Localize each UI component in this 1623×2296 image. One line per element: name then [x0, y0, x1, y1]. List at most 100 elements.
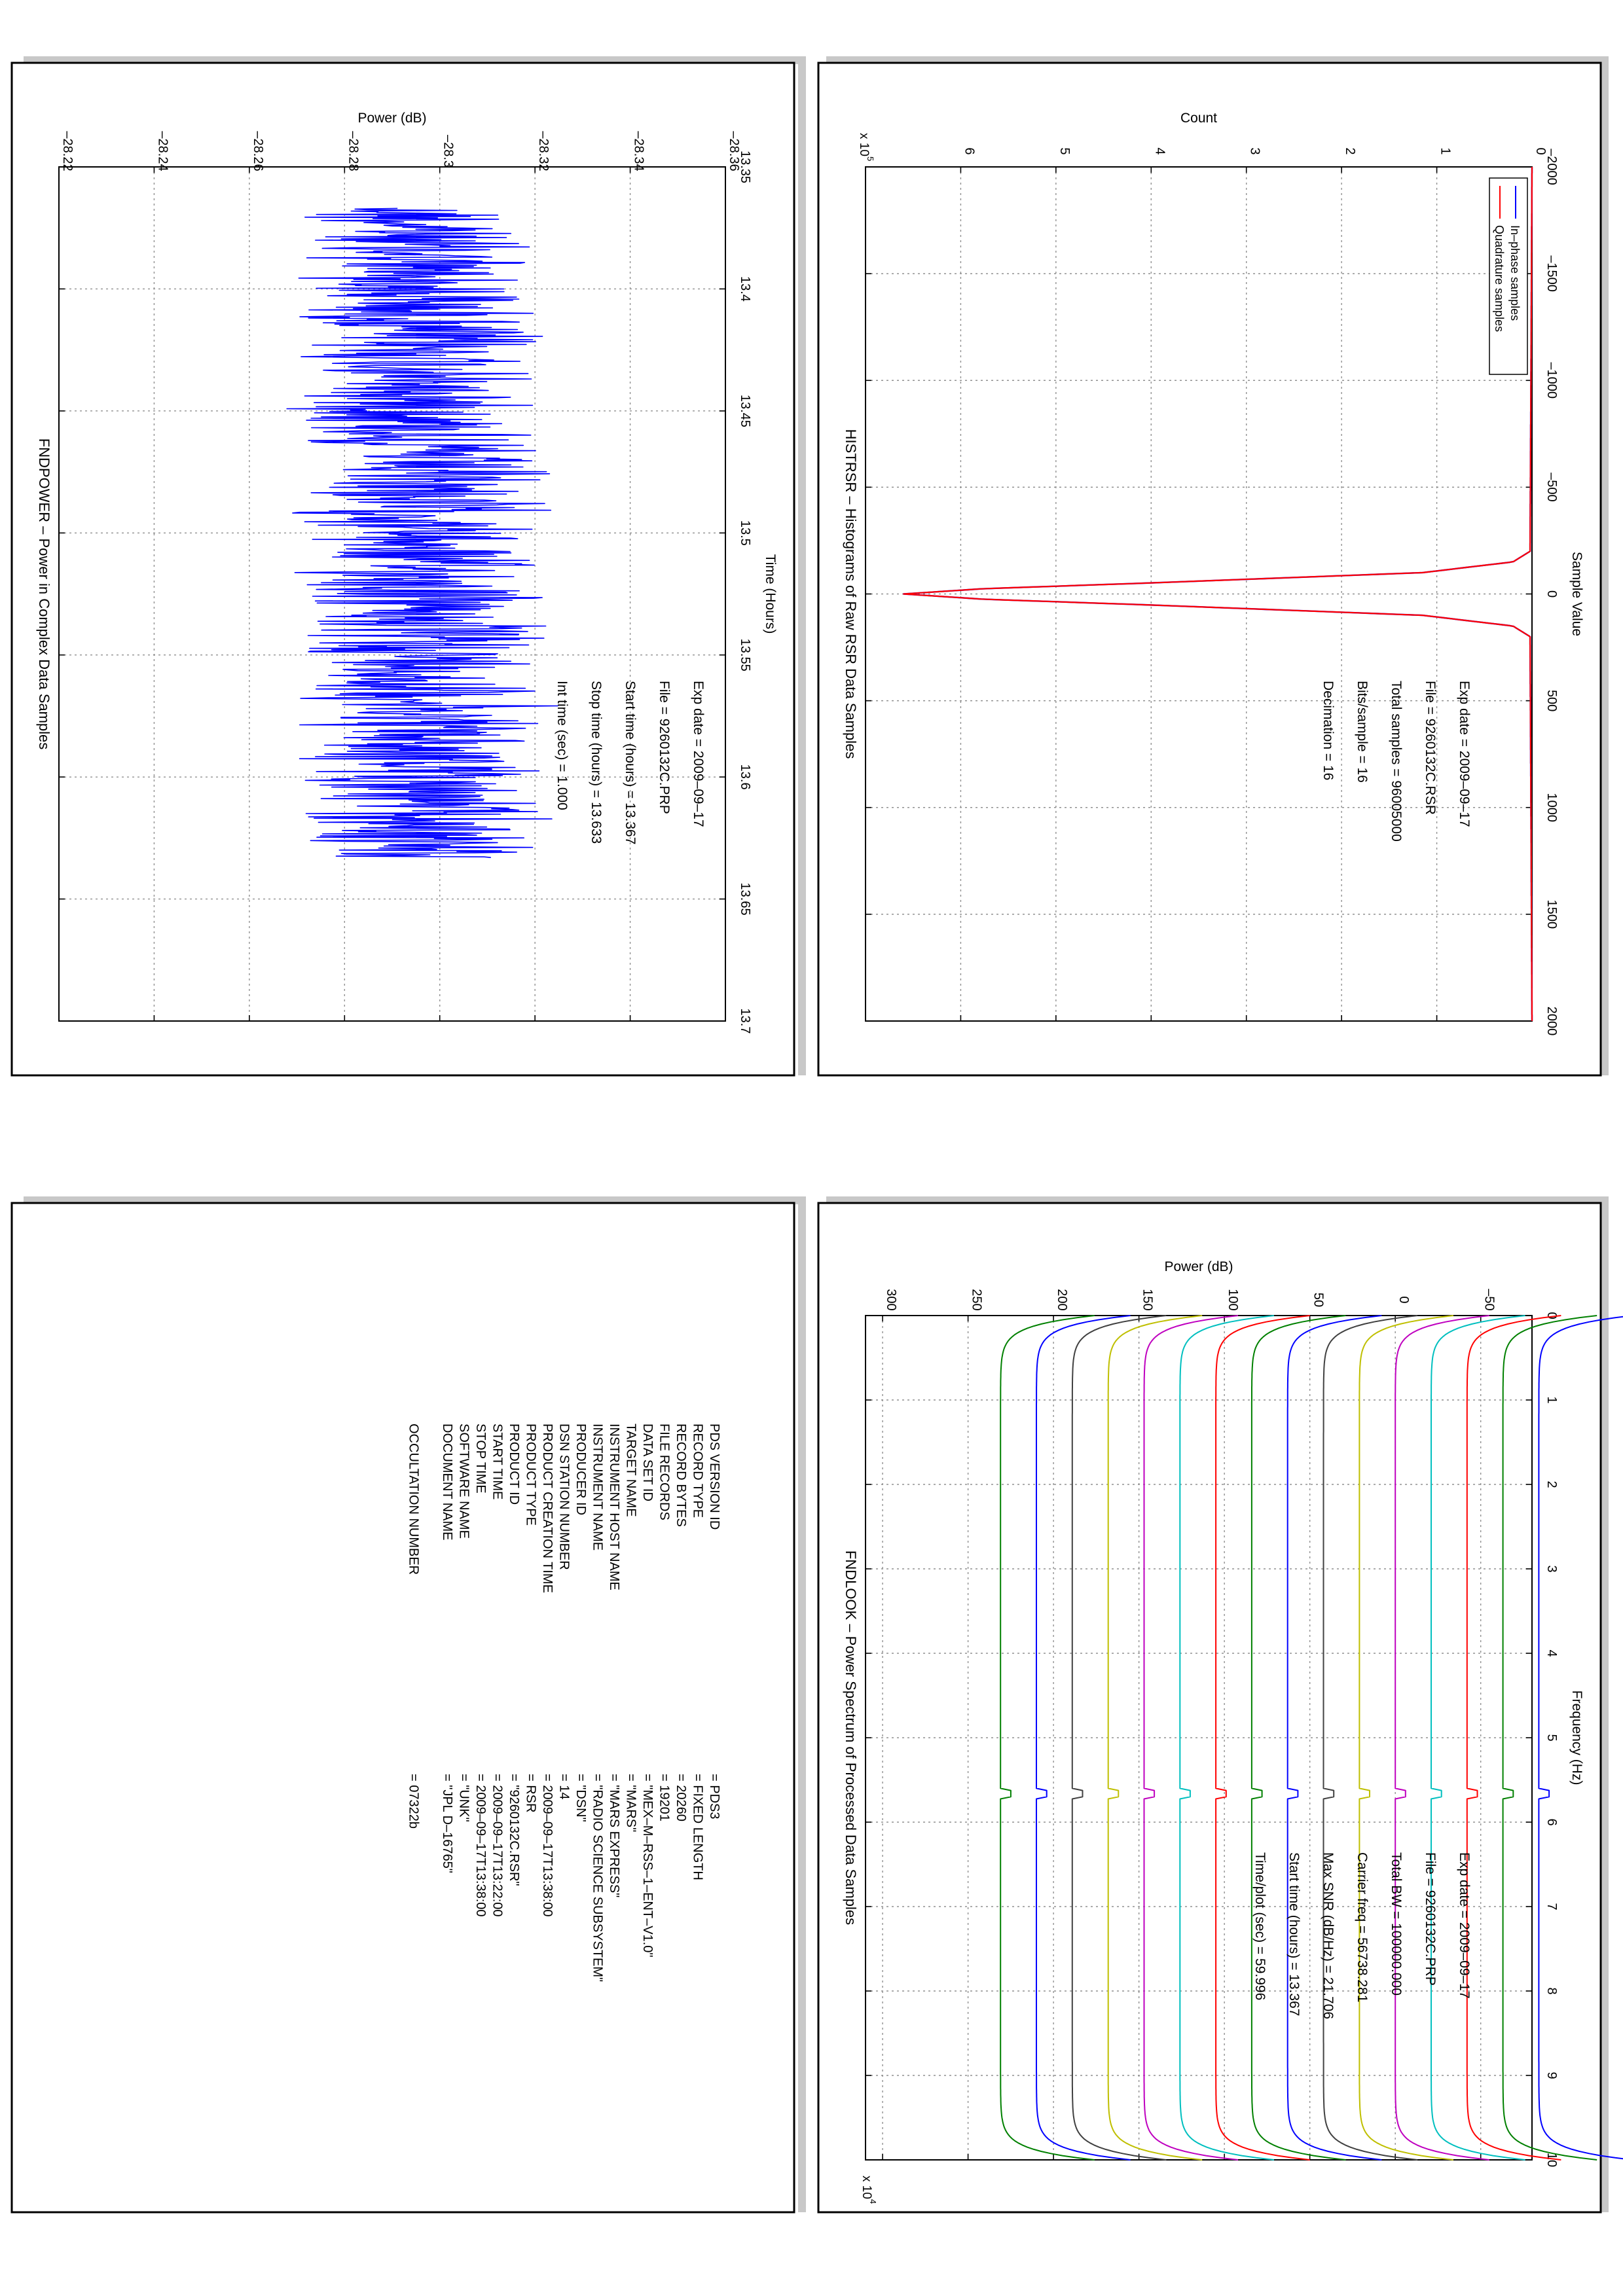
hist-ytick-label: 1: [1438, 147, 1453, 154]
spectrum-series-line: [1286, 1315, 1382, 2161]
spectrum-info-line: Total BW = 100000.000: [1389, 1852, 1404, 1996]
spectrum-series-line: [1143, 1315, 1239, 2161]
power-ytick-label: –28.36: [727, 131, 741, 171]
spectrum-series-line: [1215, 1315, 1310, 2161]
power-ytick-label: –28.26: [251, 131, 265, 171]
hist-y-multiplier-exp: 5: [866, 156, 875, 161]
pds-label-key: PRODUCT TYPE: [524, 1424, 538, 1526]
spectrum-title: FNDLOOK – Power Spectrum of Processed Da…: [843, 1551, 859, 1925]
power-xtick-label: 13.4: [738, 276, 752, 302]
hist-y-multiplier: x 10: [857, 133, 871, 156]
pds-label-key: DATA SET ID: [640, 1424, 655, 1501]
spectrum-series-line: [1322, 1315, 1418, 2161]
hist-ytick-label: 3: [1248, 147, 1262, 154]
spectrum-ytick-label: –50: [1482, 1289, 1497, 1310]
pds-label-key: STOP TIME: [473, 1424, 488, 1494]
hist-legend-label: Quadrature samples: [1493, 225, 1506, 332]
hist-xtick-label: –1500: [1544, 255, 1559, 292]
pds-label-value: = "RADIO SCIENCE SUBSYSTEM": [591, 1774, 605, 1982]
power-info-line: Start time (hours) = 13.367: [623, 681, 638, 844]
hist-y-axis-label: Count: [1180, 111, 1217, 126]
power-ytick-label: –28.32: [536, 131, 551, 171]
spectrum-info-line: Max SNR (dB/Hz) = 21.706: [1321, 1852, 1336, 2019]
spectrum-ytick-label: 300: [884, 1289, 898, 1310]
pds-label-key: PRODUCT CREATION TIME: [540, 1424, 555, 1593]
pds-label-value: = "DSN": [574, 1774, 588, 1822]
hist-ytick-label: 2: [1343, 147, 1357, 154]
pds-label-value: = "UNK": [457, 1774, 471, 1822]
power-y-axis-label: Power (dB): [357, 111, 426, 126]
spectrum-series-line: [1431, 1315, 1525, 2161]
spectrum-xtick-label: 7: [1544, 1903, 1559, 1910]
pds-label-value: = PDS3: [707, 1774, 721, 1819]
power-title: FNDPOWER – Power in Complex Data Samples: [36, 439, 52, 750]
pds-label-value: = "MARS": [624, 1774, 638, 1832]
pds-label-key: START TIME: [490, 1424, 505, 1499]
hist-xtick-label: 0: [1544, 590, 1559, 598]
spectrum-x-axis-label: Frequency (Hz): [1569, 1691, 1584, 1785]
spectrum-series-line: [1036, 1315, 1131, 2161]
pds-label-key: PRODUCER ID: [574, 1424, 588, 1515]
power-xtick-label: 13.55: [738, 639, 752, 672]
hist-legend-box: [1489, 177, 1528, 375]
pds-label-key: OCCULTATION NUMBER: [407, 1424, 421, 1575]
spectrum-xtick-label: 9: [1544, 2072, 1559, 2079]
hist-title: HISTRSR – Histograms of Raw RSR Data Sam…: [843, 429, 859, 759]
hist-ytick-label: 5: [1057, 147, 1072, 154]
pds-label-value: = FIXED LENGTH: [691, 1774, 705, 1880]
spectrum-panel-shadow-side: [1601, 1196, 1609, 2212]
pds-label-key: PRODUCT ID: [507, 1424, 521, 1505]
spectrum-series-line: [1071, 1315, 1167, 2161]
pds-label-key: DSN STATION NUMBER: [557, 1424, 572, 1570]
hist-info-line: Bits/sample = 16: [1355, 681, 1370, 783]
spectrum-series-line: [1395, 1315, 1489, 2161]
spectrum-xtick-label: 0: [1544, 1312, 1559, 1319]
pds-label-value: = 2009–09–17T13:38:00: [473, 1774, 488, 1917]
power-ytick-label: –28.22: [60, 131, 75, 171]
hist-xtick-label: –1000: [1544, 362, 1559, 399]
power-x-axis-label: Time (Hours): [763, 554, 778, 634]
power-ytick-label: –28.28: [346, 131, 360, 171]
pds-label-key: SOFTWARE NAME: [457, 1424, 471, 1539]
hist-x-axis-label: Sample Value: [1569, 552, 1584, 636]
spectrum-xtick-label: 1: [1544, 1396, 1559, 1403]
pds-label-key: INSTRUMENT HOST NAME: [607, 1424, 621, 1590]
hist-axes-box: [865, 166, 1533, 1022]
hist-xtick-label: –500: [1544, 473, 1559, 502]
hist-xtick-label: –2000: [1544, 149, 1559, 185]
pds-label-value: = "MEX–M–RSS–1–ENT–V1.0": [640, 1774, 655, 1957]
pds-label-value: = 07322b: [407, 1774, 421, 1829]
pds-label-key: DOCUMENT NAME: [440, 1424, 454, 1541]
spectrum-xtick-label: 6: [1544, 1818, 1559, 1825]
hist-xtick-label: 500: [1544, 690, 1559, 711]
pds-label-key: INSTRUMENT NAME: [591, 1424, 605, 1551]
power-xtick-label: 13.7: [738, 1009, 752, 1034]
histogram-chart: –2000 –1500 –1000 –500 0 500 1000 1500 2000 0 1 2 3 4…: [843, 111, 1584, 1035]
hist-series-line: [903, 167, 1533, 1021]
power-panel-shadow-side: [798, 56, 806, 1075]
pds-label-key: PDS VERSION ID: [707, 1424, 721, 1530]
hist-xtick-label: 2000: [1544, 1007, 1559, 1036]
spectrum-xtick-label: 4: [1544, 1649, 1559, 1657]
spectrum-xtick-label: 2: [1544, 1480, 1559, 1488]
pds-label-key: RECORD BYTES: [674, 1424, 688, 1527]
hist-xtick-label: 1000: [1544, 793, 1559, 823]
spectrum-info-line: Exp date = 2009–09–17: [1457, 1852, 1472, 1999]
hist-info-line: Decimation = 16: [1321, 681, 1336, 780]
hist-xtick-label: 1500: [1544, 900, 1559, 929]
spectrum-series-line: [1107, 1315, 1203, 2161]
power-axes-box: [58, 166, 726, 1022]
power-chart: 13.35 13.4 13.45 13.5 13.55 13.6 13.65 13.7 –28.…: [36, 111, 778, 1033]
spectrum-info-line: Carrier freq = 56738.281: [1355, 1852, 1370, 2002]
histogram-panel-shadow-side: [1601, 56, 1609, 1075]
power-xtick-label: 13.5: [738, 520, 752, 546]
spectrum-ytick-label: 0: [1396, 1296, 1411, 1303]
label-panel-frame: [10, 1202, 795, 2214]
label-panel-shadow-side: [798, 1196, 806, 2212]
spectrum-x-multiplier: x 10: [860, 2176, 873, 2199]
power-xtick-label: 13.65: [738, 883, 752, 916]
power-ytick-label: –28.3: [441, 135, 456, 168]
power-info-line: Int time (sec) = 1.000: [555, 681, 570, 810]
hist-ytick-label: 4: [1152, 147, 1167, 154]
